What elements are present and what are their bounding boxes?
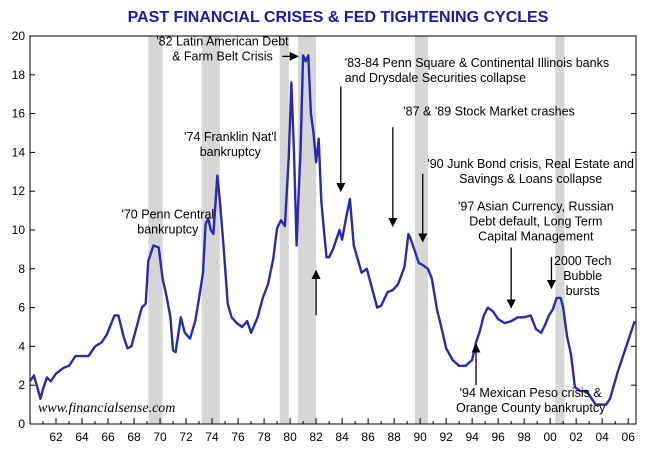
y-tick-label: 16 [12,107,26,121]
x-tick-label: 72 [179,430,193,444]
x-tick-label: 70 [153,430,167,444]
series-line-0 [29,54,636,406]
y-tick-label: 14 [12,145,26,159]
shaded-period-0 [148,36,163,424]
annotation-line: & Farm Belt Crisis [172,50,273,64]
annotation-label: '74 Franklin Nat'l bankruptcy [184,130,276,159]
annotation-line: '83-84 Penn Square & Continental Illinoi… [345,56,609,70]
annotation-4: '87 & '89 Stock Market crashes [388,105,575,228]
annotation-line: bankruptcy [200,145,262,159]
annotation-label: '70 Penn Central bankruptcy [121,207,214,236]
y-tick-label: 18 [12,68,26,82]
annotation-8: '94 Mexican Peso crisis & Orange County b… [456,343,606,415]
series-group [29,54,636,406]
annotation-line: and Drysdale Securities collapse [345,71,526,85]
x-tick-label: 04 [596,430,610,444]
x-tick-label: 66 [101,430,115,444]
annotation-0: '70 Penn Central bankruptcy [121,207,214,236]
y-tick-label: 20 [12,29,26,43]
x-tick-label: 96 [491,430,505,444]
annotation-line: bursts [566,284,600,298]
annotation-line: Capital Management [478,230,594,244]
y-tick-label: 2 [18,378,25,392]
annotation-label: '90 Junk Bond crisis, Real Estate and Sav… [427,157,634,186]
annotation-line: '82 Latin American Debt [156,35,289,49]
annotation-line: '90 Junk Bond crisis, Real Estate and [427,157,634,171]
annotation-label: '94 Mexican Peso crisis & Orange County b… [456,386,606,415]
annotation-6: '97 Asian Currency, Russian Debt default,… [458,200,614,309]
y-tick-label: 6 [18,301,25,315]
annotation-label: '82 Latin American Debt & Farm Belt Crisi… [156,35,289,64]
annotation-line: '94 Mexican Peso crisis & [460,386,603,400]
annotation-7: 2000 Tech Bubble bursts [546,254,612,298]
annotation-line: Savings & Loans collapse [459,172,602,186]
annotation-label: '87 & '89 Stock Market crashes [403,105,575,119]
y-tick-label: 4 [18,339,25,353]
annotation-line: '97 Asian Currency, Russian [458,200,614,214]
x-tick-label: 80 [283,430,297,444]
annotation-3: '83-84 Penn Square & Continental Illinoi… [336,56,609,193]
x-tick-label: 94 [465,430,479,444]
x-tick-label: 82 [309,430,323,444]
annotation-line: '70 Penn Central [121,207,214,221]
x-tick-label: 02 [570,430,584,444]
y-tick-label: 12 [12,184,26,198]
y-tick-label: 10 [12,223,26,237]
annotation-line: 2000 Tech [554,254,612,268]
x-tick-label: 06 [622,430,636,444]
y-tick-label: 8 [18,262,25,276]
x-tick-label: 98 [517,430,531,444]
chart-title: PAST FINANCIAL CRISES & FED TIGHTENING C… [128,9,549,26]
annotation-line: Bubble [563,269,602,283]
annotation-line: Orange County bankruptcy [456,401,606,415]
annotation-line: '74 Franklin Nat'l [184,130,276,144]
source-label: www.financialsense.com [38,401,175,416]
annotation-1: '74 Franklin Nat'l bankruptcy [184,130,276,159]
annotation-2: '82 Latin American Debt & Farm Belt Crisi… [156,35,299,64]
x-tick-label: 84 [335,430,349,444]
annotation-label: '97 Asian Currency, Russian Debt default,… [458,200,614,244]
shaded-period-2 [279,36,289,424]
annotation-5: '90 Junk Bond crisis, Real Estate and Sav… [418,157,634,243]
x-tick-label: 90 [413,430,427,444]
x-tick-label: 74 [205,430,219,444]
x-tick-label: 92 [439,430,453,444]
x-tick-label: 78 [257,430,271,444]
shaded-period-5 [555,36,565,424]
x-tick-label: 68 [127,430,141,444]
shaded-period-3 [297,36,317,424]
y-tick-label: 0 [18,417,25,431]
shaded-period-4 [414,36,428,424]
annotation-label: '83-84 Penn Square & Continental Illinoi… [345,56,609,85]
annotation-line: '87 & '89 Stock Market crashes [403,105,575,119]
x-tick-label: 62 [49,430,63,444]
shaded-periods [148,36,565,424]
x-tick-label: 64 [75,430,89,444]
annotation-line: bankruptcy [137,222,199,236]
x-tick-label: 76 [231,430,245,444]
annotations: '70 Penn Central bankruptcy'74 Franklin N… [121,35,634,415]
annotation-line: Debt default, Long Term [469,215,602,229]
annotation-label: 2000 Tech Bubble bursts [554,254,612,298]
x-tick-label: 88 [387,430,401,444]
x-tick-label: 86 [361,430,375,444]
x-tick-label: 00 [543,430,557,444]
